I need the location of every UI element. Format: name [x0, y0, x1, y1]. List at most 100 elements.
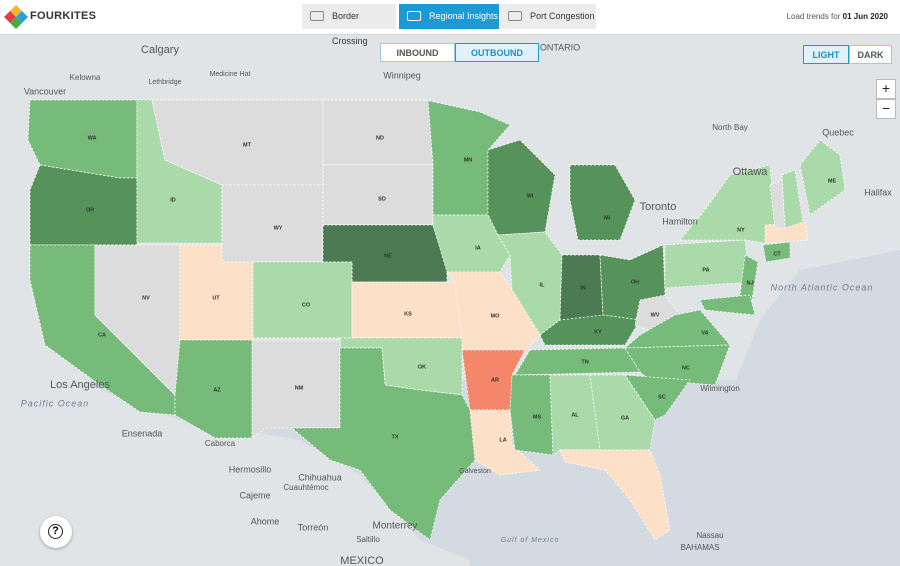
basemap-label: Quebec: [822, 127, 854, 137]
tab-label: Border Crossing: [332, 11, 368, 46]
logo: [4, 5, 28, 29]
basemap-label: Los Angeles: [50, 379, 110, 391]
land: [0, 345, 470, 566]
basemap-label: Pacific Ocean: [21, 398, 90, 408]
state-shape: [424, 99, 511, 216]
state-label: IA: [475, 245, 481, 251]
brand: FOURKITES: [30, 10, 97, 22]
state-shape: [623, 309, 731, 349]
basemap-label: North Bay: [712, 123, 748, 132]
basemap-label: Lethbridge: [148, 79, 181, 86]
basemap-label: Monterrey: [372, 521, 417, 532]
state-label: GA: [621, 415, 629, 421]
state-label: AZ: [213, 387, 221, 393]
state-label: ID: [170, 197, 176, 203]
state-shape: [549, 374, 601, 456]
state-label: TX: [391, 434, 398, 440]
state-label: LA: [499, 437, 506, 443]
basemap-label: Cajeme: [239, 490, 270, 500]
basemap-label: Halifax: [864, 187, 892, 197]
tab[interactable]: Regional Insights: [399, 4, 499, 29]
basemap-label: ONTARIO: [540, 42, 580, 52]
button-label: DARK: [857, 50, 884, 60]
state-label: CT: [773, 251, 781, 257]
state-label: AL: [571, 412, 579, 418]
state-label: NJ: [746, 280, 753, 286]
basemap-label: Vancouver: [24, 86, 66, 96]
basemap-label: BAHAMAS: [680, 543, 719, 552]
state-label: UT: [212, 295, 220, 301]
direction-button[interactable]: INBOUND: [380, 43, 455, 62]
basemap-label: Ensenada: [122, 428, 163, 438]
state-shape: [559, 449, 671, 541]
state-shape: [799, 139, 846, 216]
water: [470, 250, 900, 566]
state-label: CA: [98, 332, 106, 338]
trend-info: Load trends for 01 Jun 2020: [787, 12, 888, 21]
basemap-label: Toronto: [640, 201, 677, 213]
state-shape: [699, 294, 756, 316]
state-label: NY: [737, 227, 745, 233]
theme-button[interactable]: DARK: [849, 45, 892, 64]
state-label: NV: [142, 295, 150, 301]
state-label: SC: [658, 394, 666, 400]
basemap-label: Calgary: [141, 44, 179, 56]
direction-button[interactable]: OUTBOUND: [455, 43, 539, 62]
state-label: WA: [88, 135, 97, 141]
land: [0, 35, 30, 140]
trend-date: 01 Jun 2020: [842, 12, 888, 21]
zoom-out[interactable]: −: [876, 99, 896, 119]
tab[interactable]: Port Congestion: [500, 4, 596, 29]
help-button[interactable]: ?: [40, 516, 72, 548]
zoom-in[interactable]: +: [876, 79, 896, 99]
basemap-label: Galveston: [459, 468, 491, 475]
state-shape: [781, 169, 804, 229]
basemap-label: Caborca: [205, 439, 236, 448]
state-label: KS: [404, 311, 412, 317]
state-label: NM: [295, 385, 304, 391]
state-shape: [322, 164, 434, 226]
basemap-label: Nassau: [696, 531, 723, 540]
state-shape: [589, 374, 656, 451]
basemap-label: MEXICO: [340, 555, 384, 566]
state-label: MS: [533, 414, 542, 420]
state-label: PA: [702, 267, 709, 273]
header: FOURKITES Border Crossing Regional Insig…: [0, 0, 900, 46]
basemap-label: Wilmington: [700, 384, 740, 393]
basemap-label: Torreón: [298, 522, 329, 532]
state-shape: [624, 374, 691, 421]
basemap-label: Hermosillo: [229, 464, 272, 474]
basemap-label: Gulf of Mexico: [501, 537, 560, 544]
state-shape: [514, 347, 641, 376]
tab[interactable]: Border Crossing: [302, 4, 396, 46]
state-label: NC: [682, 365, 690, 371]
state-label: OH: [631, 279, 639, 285]
state-shape: [509, 374, 554, 456]
state-shape: [432, 214, 511, 273]
state-label: KY: [594, 329, 602, 335]
state-shape: [762, 241, 791, 263]
basemap-label: Chihuahua: [298, 472, 342, 482]
basemap-label: Ottawa: [733, 166, 769, 178]
state-label: IN: [580, 285, 586, 291]
state-shape: [351, 281, 463, 339]
state-label: ME: [828, 178, 837, 184]
basemap-label: North Atlantic Ocean: [771, 282, 874, 292]
state-shape: [151, 99, 324, 186]
basemap-label: Ahome: [251, 516, 280, 526]
basemap-label: Medicine Hat: [210, 71, 251, 78]
state-label: AR: [491, 377, 499, 383]
state-label: TN: [581, 359, 588, 365]
basemap-label: Hamilton: [662, 216, 698, 226]
theme-button[interactable]: LIGHT: [803, 45, 849, 64]
state-label: WV: [651, 312, 660, 318]
state-shape: [290, 347, 476, 541]
state-label: WI: [527, 193, 534, 199]
button-label: OUTBOUND: [471, 48, 523, 58]
basemap-label: Winnipeg: [383, 70, 421, 80]
state-shape: [322, 99, 434, 166]
state-shape: [559, 254, 604, 326]
state-label: ND: [376, 135, 384, 141]
